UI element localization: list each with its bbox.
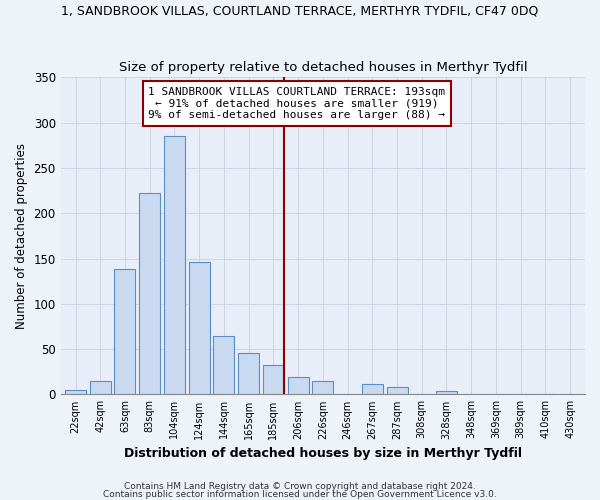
Bar <box>313 381 334 394</box>
Bar <box>115 270 136 394</box>
Bar <box>436 391 457 394</box>
Bar <box>90 381 111 394</box>
Y-axis label: Number of detached properties: Number of detached properties <box>15 143 28 329</box>
Bar <box>139 194 160 394</box>
Text: 1 SANDBROOK VILLAS COURTLAND TERRACE: 193sqm
← 91% of detached houses are smalle: 1 SANDBROOK VILLAS COURTLAND TERRACE: 19… <box>148 87 445 120</box>
Text: Contains HM Land Registry data © Crown copyright and database right 2024.: Contains HM Land Registry data © Crown c… <box>124 482 476 491</box>
Bar <box>214 336 235 394</box>
Title: Size of property relative to detached houses in Merthyr Tydfil: Size of property relative to detached ho… <box>119 60 527 74</box>
Bar <box>65 390 86 394</box>
Text: Contains public sector information licensed under the Open Government Licence v3: Contains public sector information licen… <box>103 490 497 499</box>
Bar <box>238 353 259 395</box>
Bar <box>386 387 407 394</box>
Bar <box>287 377 308 394</box>
Text: 1, SANDBROOK VILLAS, COURTLAND TERRACE, MERTHYR TYDFIL, CF47 0DQ: 1, SANDBROOK VILLAS, COURTLAND TERRACE, … <box>61 5 539 18</box>
Bar <box>263 366 284 394</box>
Bar <box>164 136 185 394</box>
X-axis label: Distribution of detached houses by size in Merthyr Tydfil: Distribution of detached houses by size … <box>124 447 522 460</box>
Bar <box>188 262 209 394</box>
Bar <box>362 384 383 394</box>
